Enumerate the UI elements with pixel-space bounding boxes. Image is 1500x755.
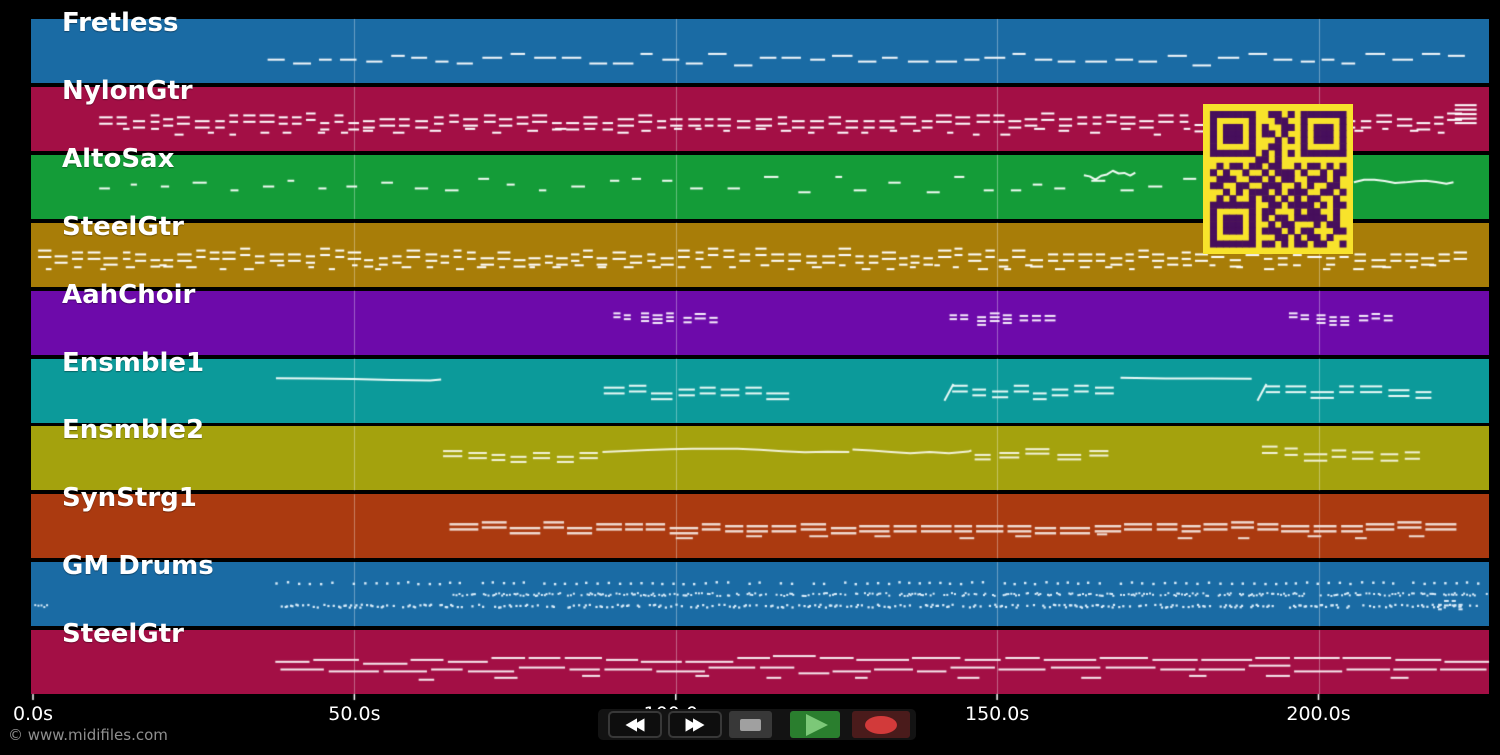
stop-icon [740,718,761,731]
track-label-fretless: Fretless [62,8,179,38]
track-label-ensmble2: Ensmble2 [62,415,205,446]
rewind-icon: ◀◀ [625,713,644,735]
track-label-ensmble1: Ensmble1 [62,347,205,378]
track-label-nylongtr: NylonGtr [62,75,193,106]
track-label-aahchoir: AahChoir [62,279,196,310]
track-label-steelgtr: SteelGtr [62,619,184,650]
track-label-synstrg1: SynStrg1 [62,483,197,514]
record-button[interactable] [852,711,910,738]
playback-control-bar: ◀◀ ▶▶ [598,709,916,740]
play-button[interactable] [790,711,840,738]
fast-forward-icon: ▶▶ [685,713,704,735]
play-icon [806,713,828,736]
track-label-gm-drums: GM Drums [62,551,214,582]
stop-button[interactable] [729,711,772,738]
track-label-steelgtr: SteelGtr [62,211,184,242]
track-label-altosax: AltoSax [62,143,175,174]
rewind-button[interactable]: ◀◀ [608,711,662,738]
record-icon [865,715,897,734]
fast-forward-button[interactable]: ▶▶ [668,711,722,738]
qr-code [1203,104,1353,254]
